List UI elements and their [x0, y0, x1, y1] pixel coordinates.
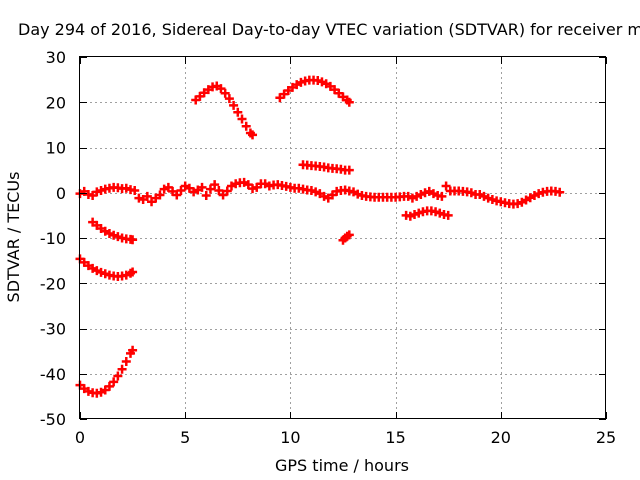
y-tick-label-2: -30 [40, 320, 66, 339]
x-tick-label-0: 0 [75, 428, 85, 447]
data-point [109, 377, 119, 387]
data-point [222, 186, 232, 196]
y-axis-label: SDTVAR / TECUs [4, 172, 23, 303]
x-tick-label-1: 5 [180, 428, 190, 447]
x-axis-label: GPS time / hours [275, 456, 409, 475]
data-point [155, 190, 165, 200]
data-point [128, 235, 138, 245]
data-point [241, 121, 251, 131]
data-point [344, 230, 354, 240]
y-tick-label-1: -40 [40, 365, 66, 384]
y-tick-label-3: -20 [40, 274, 66, 293]
data-point [128, 345, 138, 355]
series-0 [75, 345, 138, 398]
data-point [437, 191, 447, 201]
data-point [172, 190, 182, 200]
data-points [75, 75, 565, 398]
data-point [205, 184, 215, 194]
x-tick-label-4: 20 [491, 428, 511, 447]
data-point [130, 185, 140, 195]
series-6 [275, 75, 354, 107]
data-point [128, 267, 138, 277]
chart-title: Day 294 of 2016, Sidereal Day-to-day VTE… [18, 20, 640, 39]
axis-ticks [80, 57, 607, 420]
data-point [344, 165, 354, 175]
series-8 [338, 230, 354, 245]
data-point [237, 114, 247, 124]
y-tick-label-7: 20 [46, 93, 66, 112]
data-point [220, 88, 230, 98]
y-tick-label-8: 30 [46, 48, 66, 67]
data-point [121, 357, 131, 367]
series-5 [191, 81, 258, 140]
x-tick-label-3: 15 [385, 428, 405, 447]
data-point [443, 210, 453, 220]
series-4 [401, 206, 453, 221]
data-point [214, 185, 224, 195]
x-tick-label-5: 25 [596, 428, 616, 447]
data-point [176, 185, 186, 195]
data-point [344, 97, 354, 107]
data-point [117, 364, 127, 374]
tick-labels: 0 5 10 15 20 25 -50 -40 -30 -20 -10 0 10 20 30 [40, 48, 616, 447]
data-point [233, 107, 243, 117]
data-point [113, 371, 123, 381]
data-point [441, 181, 451, 191]
data-point [142, 191, 152, 201]
plot-frame [79, 56, 606, 419]
data-point [555, 187, 565, 197]
data-point [248, 130, 258, 140]
data-point [201, 190, 211, 200]
series-2 [88, 217, 138, 245]
y-tick-label-6: 10 [46, 139, 66, 158]
data-point [229, 100, 239, 110]
y-tick-label-4: -10 [40, 229, 66, 248]
grid-lines [80, 57, 606, 419]
data-point [210, 180, 220, 190]
data-point [197, 182, 207, 192]
data-point [104, 381, 114, 391]
data-point [224, 94, 234, 104]
series-1 [75, 254, 138, 281]
data-point [216, 84, 226, 94]
x-tick-label-2: 10 [280, 428, 300, 447]
series-7 [298, 160, 354, 175]
series-3 [75, 177, 565, 209]
y-tick-label-0: -50 [40, 410, 66, 429]
y-tick-label-5: 0 [56, 184, 66, 203]
